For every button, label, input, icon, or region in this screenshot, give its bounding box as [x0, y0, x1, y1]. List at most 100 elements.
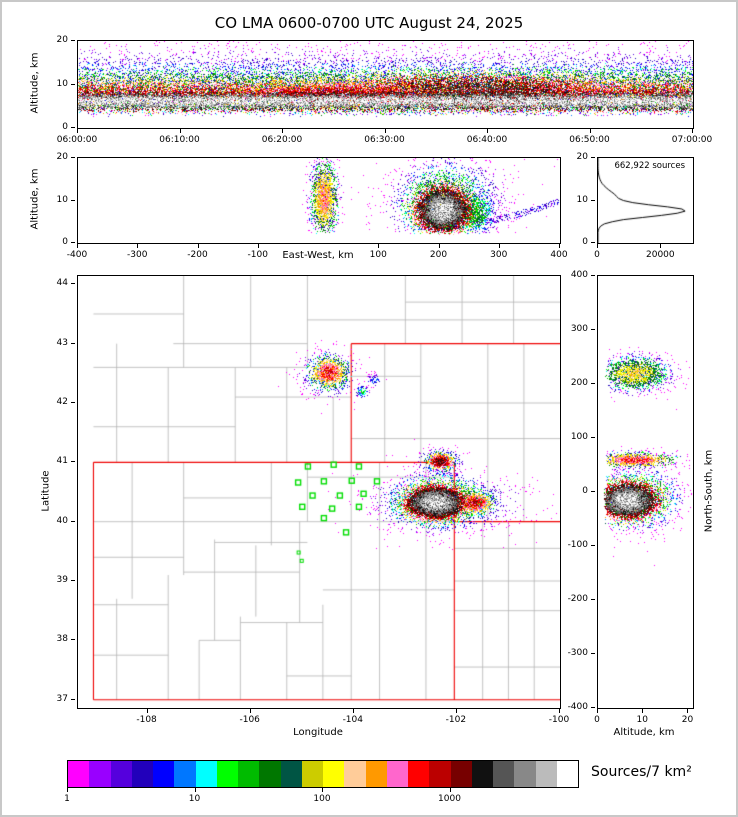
map-x-tick-label: -108	[136, 715, 157, 725]
axis-tick-mark	[559, 244, 560, 248]
axis-tick-mark	[597, 709, 598, 713]
altitude-histogram-panel	[597, 157, 694, 244]
axis-tick-mark	[71, 698, 75, 700]
axis-tick-mark	[591, 383, 595, 384]
ns_height-x-tick-label: 0	[594, 715, 600, 725]
axis-tick-mark	[71, 580, 75, 581]
map-y-tick-label: 37	[56, 693, 68, 704]
axis-tick-mark	[71, 83, 75, 85]
ns_height-y-tick-label: 300	[570, 324, 588, 334]
north-south-scatter-canvas	[598, 276, 693, 708]
axis-tick-mark	[77, 244, 78, 248]
ns_height-y-tick-label: -100	[567, 540, 588, 550]
ns_height-y-tick-label: 0	[582, 486, 588, 496]
axis-tick-mark	[591, 545, 595, 546]
axis-tick-mark	[179, 129, 181, 133]
axis-tick-mark	[591, 491, 595, 492]
ew_height-y-tick-label: 0	[62, 237, 68, 247]
axis-tick-mark	[257, 244, 259, 248]
axis-tick-mark	[197, 244, 199, 248]
altitude-histogram-canvas	[598, 158, 693, 243]
ns_height-y-tick-label: 400	[570, 270, 588, 280]
map-y-tick-label: 40	[56, 515, 68, 526]
north-south-xlabel: Altitude, km	[613, 727, 675, 738]
ew_height-x-tick-label: 300	[490, 250, 508, 260]
map-xlabel: Longitude	[293, 727, 343, 738]
colorbar-segment-23	[556, 761, 578, 787]
time_height-x-tick-label: 06:10:00	[159, 135, 200, 145]
axis-tick-mark	[352, 709, 354, 713]
colorbar-segment-20	[493, 761, 515, 787]
axis-tick-mark	[71, 461, 75, 463]
axis-tick-mark	[591, 275, 595, 276]
histogram-y-tick-label: 10	[576, 194, 588, 205]
time_height-x-tick-label: 06:40:00	[466, 135, 508, 145]
time_height-x-tick-label: 06:30:00	[364, 135, 405, 145]
ew_height-y-tick-label: 10	[56, 194, 68, 205]
map-x-tick-label: -104	[342, 715, 363, 725]
axis-tick-mark	[71, 283, 75, 285]
ew_height-x-tick-label: 200	[429, 250, 448, 260]
colorbar-segment-15	[386, 761, 408, 787]
colorbar-segment-8	[238, 761, 260, 787]
axis-tick-mark	[67, 788, 68, 792]
ew_height-x-tick-label: -300	[127, 250, 148, 260]
ns_height-x-tick-label: 10	[636, 715, 648, 725]
axis-tick-mark	[591, 199, 595, 201]
map-x-tick-label: -106	[239, 715, 260, 725]
colorbar-tick-label: 1	[64, 794, 70, 804]
axis-tick-mark	[591, 242, 595, 243]
ns_height-y-tick-label: -300	[567, 648, 588, 658]
colorbar-label: Sources/7 km²	[591, 764, 692, 780]
axis-tick-mark	[378, 244, 380, 248]
axis-tick-mark	[71, 199, 75, 201]
time_height-y-tick-label: 0	[62, 122, 68, 132]
axis-tick-mark	[642, 709, 644, 713]
colorbar	[67, 760, 579, 788]
axis-tick-mark	[487, 129, 488, 133]
axis-tick-mark	[137, 244, 139, 248]
axis-tick-mark	[71, 40, 75, 41]
ew_height-x-tick-label: -100	[247, 250, 268, 260]
time_height-x-tick-label: 07:00:00	[671, 135, 713, 145]
axis-tick-mark	[660, 244, 662, 248]
north-south-ylabel: North-South, km	[703, 449, 715, 533]
axis-tick-mark	[322, 788, 323, 792]
source-count-annotation: 662,922 sources	[614, 161, 685, 171]
colorbar-segment-3	[131, 761, 153, 787]
axis-tick-mark	[438, 244, 440, 248]
map-y-tick-label: 41	[56, 456, 68, 467]
axis-tick-mark	[249, 709, 251, 713]
colorbar-segment-13	[344, 761, 366, 787]
colorbar-segments	[68, 761, 578, 787]
colorbar-segment-18	[450, 761, 472, 787]
plan-view-map-panel	[77, 275, 561, 709]
histogram-y-tick-label: 0	[582, 237, 588, 247]
colorbar-segment-14	[365, 761, 387, 787]
time_height-y-tick-label: 10	[56, 78, 68, 89]
axis-tick-mark	[384, 129, 386, 133]
map-x-tick-label: -100	[548, 715, 570, 725]
colorbar-segment-0	[68, 761, 90, 787]
axis-tick-mark	[589, 129, 591, 133]
map-y-tick-label: 43	[56, 337, 68, 348]
ns_height-y-tick-label: 200	[570, 378, 588, 388]
axis-tick-mark	[71, 401, 75, 403]
east-west-scatter-canvas	[78, 158, 560, 243]
colorbar-segment-2	[110, 761, 132, 787]
time-height-panel	[77, 40, 694, 129]
axis-tick-mark	[692, 129, 693, 133]
time_height-y-tick-label: 20	[56, 35, 68, 45]
ew_height-y-tick-label: 20	[56, 152, 68, 162]
axis-tick-mark	[591, 599, 595, 600]
axis-tick-mark	[591, 329, 595, 330]
colorbar-segment-1	[89, 761, 111, 787]
histogram-x-tick-label: 20000	[646, 250, 675, 260]
colorbar-segment-21	[514, 761, 536, 787]
colorbar-segment-5	[174, 761, 196, 787]
ew_height-x-tick-label: 100	[369, 250, 387, 260]
map-y-tick-label: 44	[56, 278, 68, 289]
colorbar-tick-label: 1000	[438, 794, 461, 804]
colorbar-segment-9	[259, 761, 281, 787]
